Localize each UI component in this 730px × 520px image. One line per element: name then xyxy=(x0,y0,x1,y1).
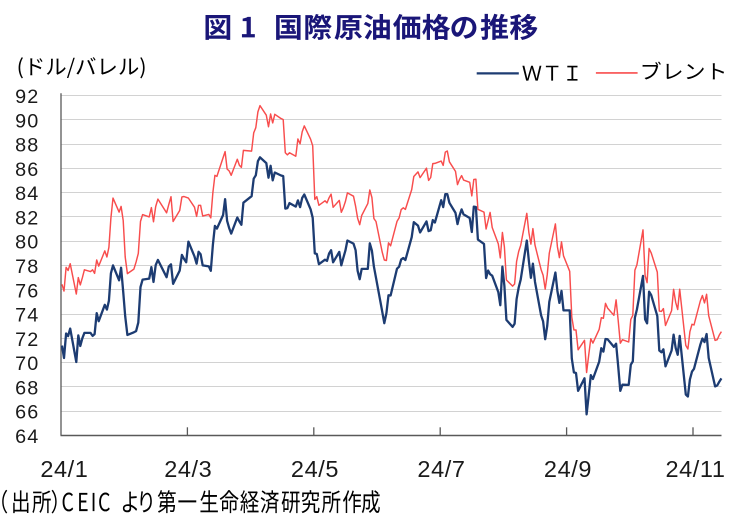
svg-text:76: 76 xyxy=(15,280,39,302)
svg-text:70: 70 xyxy=(15,353,39,375)
svg-text:84: 84 xyxy=(15,183,39,205)
svg-text:72: 72 xyxy=(15,329,39,351)
svg-text:80: 80 xyxy=(15,232,39,254)
svg-text:90: 90 xyxy=(15,110,39,132)
svg-text:24/11: 24/11 xyxy=(665,456,725,482)
svg-text:24/7: 24/7 xyxy=(417,456,465,482)
svg-text:88: 88 xyxy=(15,135,39,157)
svg-text:24/9: 24/9 xyxy=(544,456,592,482)
svg-text:82: 82 xyxy=(15,207,39,229)
svg-text:92: 92 xyxy=(15,86,39,108)
svg-text:78: 78 xyxy=(15,256,39,278)
svg-text:74: 74 xyxy=(15,305,39,327)
svg-text:66: 66 xyxy=(15,402,39,424)
svg-text:24/5: 24/5 xyxy=(291,456,339,482)
svg-text:64: 64 xyxy=(15,426,39,448)
svg-text:86: 86 xyxy=(15,159,39,181)
svg-text:24/1: 24/1 xyxy=(40,456,88,482)
svg-text:24/3: 24/3 xyxy=(164,456,212,482)
svg-text:68: 68 xyxy=(15,377,39,399)
